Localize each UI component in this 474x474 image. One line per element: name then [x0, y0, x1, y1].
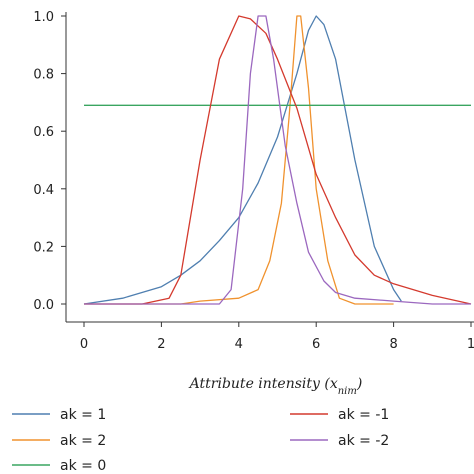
y-tick-label: 0.8 [33, 68, 54, 83]
legend-label: ak = -1 [338, 407, 389, 423]
y-tick-label: 0.6 [33, 125, 54, 140]
legend-item: ak = -2 [290, 433, 389, 449]
x-tick-label: 0 [80, 337, 88, 352]
x-tick-label: 4 [235, 337, 243, 352]
plot-lines [83, 15, 472, 305]
legend-item: ak = 1 [12, 407, 106, 423]
x-axis-label-close: ) [356, 376, 362, 392]
y-axis-label-fragment: nim [0, 53, 2, 80]
x-tick-label: 6 [312, 337, 320, 352]
legend-label: ak = 0 [60, 458, 106, 474]
x-axis-label: Attribute intensity (xnim) [188, 376, 363, 397]
series-line-ak2 [84, 15, 394, 305]
y-tick-label: 0.0 [33, 298, 54, 313]
x-tick-label: 8 [389, 337, 397, 352]
series-line-ak1 [83, 15, 402, 305]
x-axis-label-main: Attribute intensity (x [188, 376, 338, 392]
y-tick-label: 0.2 [33, 240, 54, 255]
legend-item: ak = 0 [12, 458, 106, 474]
x-tick-label: 1 [467, 337, 474, 352]
axes: 0.0 0.2 0.4 0.6 0.8 1.0 0 2 4 6 8 1 [33, 10, 474, 352]
y-tick-label: 1.0 [33, 10, 54, 25]
x-axis-label-subscript: nim [338, 386, 357, 397]
series-line-ak-2 [84, 15, 471, 305]
legend-label: ak = -2 [338, 433, 389, 449]
legend-item: ak = -1 [290, 407, 389, 423]
x-tick-label: 2 [157, 337, 165, 352]
legend-item: ak = 2 [12, 433, 106, 449]
series-line-ak-1 [84, 15, 472, 305]
y-tick-label: 0.4 [33, 183, 54, 198]
legend: ak = 1 ak = 2 ak = 0 ak = -1 ak = -2 [12, 407, 389, 474]
legend-label: ak = 1 [60, 407, 106, 423]
legend-label: ak = 2 [60, 433, 106, 449]
